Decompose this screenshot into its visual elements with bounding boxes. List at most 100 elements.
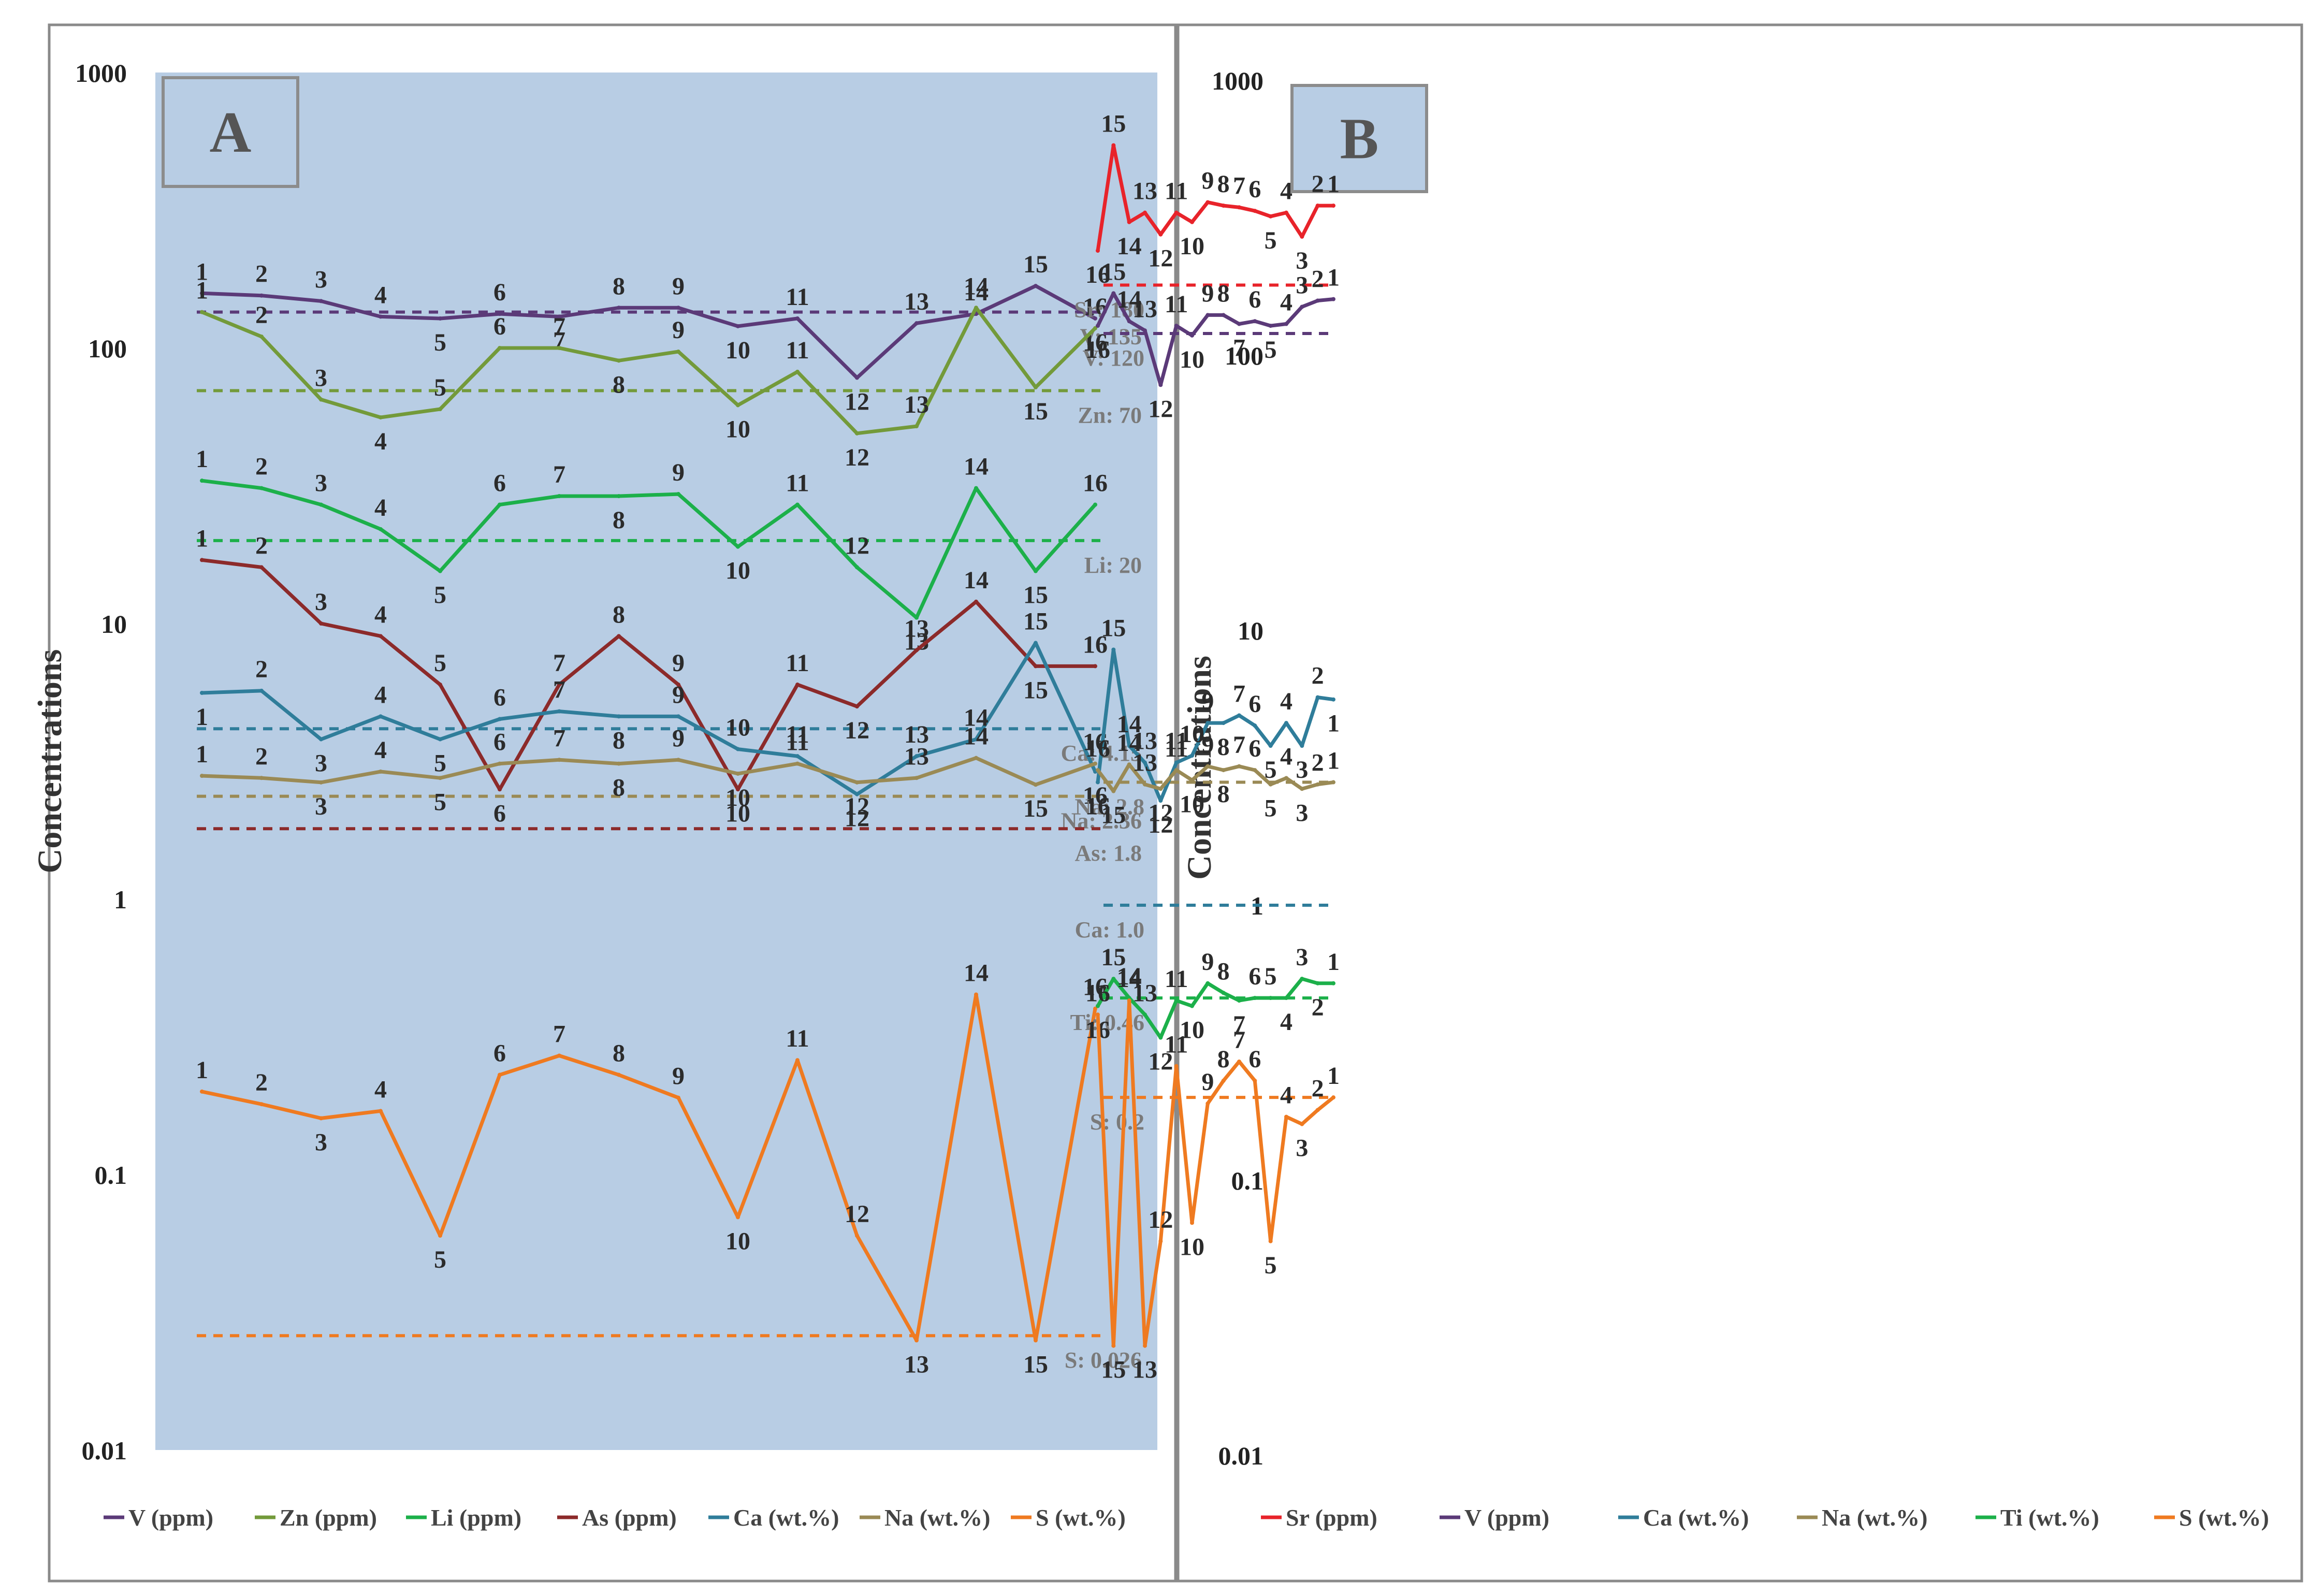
data-point: [1093, 316, 1097, 321]
point-label: 14: [964, 279, 989, 306]
data-point: [1158, 787, 1163, 791]
series-line-ca-wt: [1096, 648, 1334, 803]
point-label: 4: [1280, 688, 1292, 715]
panel-label-box: [1290, 84, 1428, 193]
data-point: [736, 1215, 740, 1220]
reference-label: Na: 2.36: [1061, 808, 1142, 834]
data-point: [1268, 996, 1273, 1001]
panel-label: A: [210, 100, 252, 165]
data-point: [1284, 210, 1288, 215]
point-label: 9: [1201, 731, 1214, 759]
data-point: [557, 758, 561, 762]
data-point: [736, 772, 740, 776]
point-label: 12: [845, 717, 869, 744]
data-point: [617, 306, 621, 310]
data-point: [438, 683, 442, 687]
point-label: 15: [1101, 110, 1126, 138]
point-label: 9: [1201, 167, 1214, 195]
data-point: [617, 761, 621, 766]
point-label: 7: [1233, 731, 1245, 759]
point-label: 11: [1165, 735, 1188, 762]
data-point: [438, 776, 442, 780]
point-label: 9: [1201, 948, 1214, 976]
point-label: 5: [434, 329, 446, 356]
point-label: 4: [374, 1076, 387, 1103]
point-label: 4: [1280, 178, 1292, 205]
point-label: 3: [315, 750, 327, 777]
point-label: 8: [613, 371, 625, 398]
data-point: [259, 776, 264, 780]
point-label: 4: [374, 494, 387, 521]
data-point: [1096, 249, 1100, 253]
y-axis-label: Concentrations: [31, 649, 69, 874]
data-point: [1315, 782, 1320, 787]
point-label: 8: [1217, 280, 1230, 307]
point-label: 14: [964, 567, 989, 594]
data-point: [1221, 768, 1226, 773]
point-label: 6: [1248, 286, 1261, 313]
point-label: 5: [1265, 227, 1277, 254]
point-label: 6: [493, 313, 506, 340]
point-label: 13: [904, 721, 929, 748]
data-point: [1331, 297, 1335, 301]
data-point: [974, 306, 978, 310]
point-label: 11: [1165, 965, 1188, 993]
legend-label-li-ppm: Li (ppm): [431, 1504, 521, 1531]
data-point: [498, 312, 502, 316]
point-label: 15: [1101, 802, 1126, 829]
point-label: 10: [1180, 233, 1204, 260]
point-label: 16: [1083, 782, 1108, 809]
data-point: [557, 494, 561, 499]
point-label: 5: [434, 374, 446, 401]
point-label: 10: [725, 557, 750, 585]
data-point: [1127, 319, 1131, 324]
data-point: [438, 737, 442, 742]
data-point: [498, 787, 502, 792]
data-point: [1268, 1239, 1273, 1243]
data-point: [1237, 322, 1241, 326]
y-tick-label: 1000: [75, 59, 127, 88]
data-point: [557, 1053, 561, 1058]
point-label: 1: [1327, 710, 1340, 737]
point-label: 16: [1083, 470, 1108, 497]
point-label: 7: [553, 313, 565, 340]
point-label: 12: [1148, 799, 1173, 827]
point-label: 2: [255, 453, 268, 481]
reference-label: Zn: 70: [1078, 402, 1142, 428]
data-point: [1331, 697, 1335, 702]
point-label: 1: [196, 741, 208, 768]
point-label: 9: [672, 272, 685, 300]
data-point: [1096, 1012, 1100, 1017]
point-label: 13: [904, 743, 929, 770]
point-label: 9: [1201, 688, 1214, 715]
series-line-s-wt: [1096, 998, 1335, 1348]
data-point: [1034, 385, 1038, 389]
data-point: [1284, 996, 1288, 1001]
point-label: 8: [613, 601, 625, 628]
data-point: [617, 1072, 621, 1077]
data-point: [1253, 723, 1257, 728]
data-point: [1096, 780, 1100, 785]
data-point: [795, 316, 800, 321]
point-label: 14: [1117, 711, 1142, 738]
point-label: 15: [1101, 614, 1126, 642]
data-point: [259, 293, 264, 298]
data-point: [319, 621, 323, 626]
data-point: [1300, 234, 1304, 239]
y-tick-label: 10: [1238, 616, 1263, 645]
data-point: [974, 599, 978, 604]
y-tick-label: 0.01: [1218, 1441, 1264, 1470]
data-point: [1268, 214, 1273, 219]
point-label: 6: [1248, 963, 1261, 990]
data-point: [1096, 768, 1100, 773]
y-tick-label: 0.1: [1231, 1166, 1264, 1195]
point-label: 9: [1201, 280, 1214, 307]
point-label: 5: [1265, 1252, 1277, 1279]
point-label: 9: [672, 316, 685, 344]
point-label: 10: [1180, 1017, 1204, 1044]
series-line-ca-wt: [201, 641, 1097, 796]
legend-label-ca-wt: Ca (wt.%): [1643, 1504, 1749, 1531]
data-point: [974, 737, 978, 742]
data-point: [855, 1234, 859, 1238]
point-label: 9: [1201, 1068, 1214, 1096]
